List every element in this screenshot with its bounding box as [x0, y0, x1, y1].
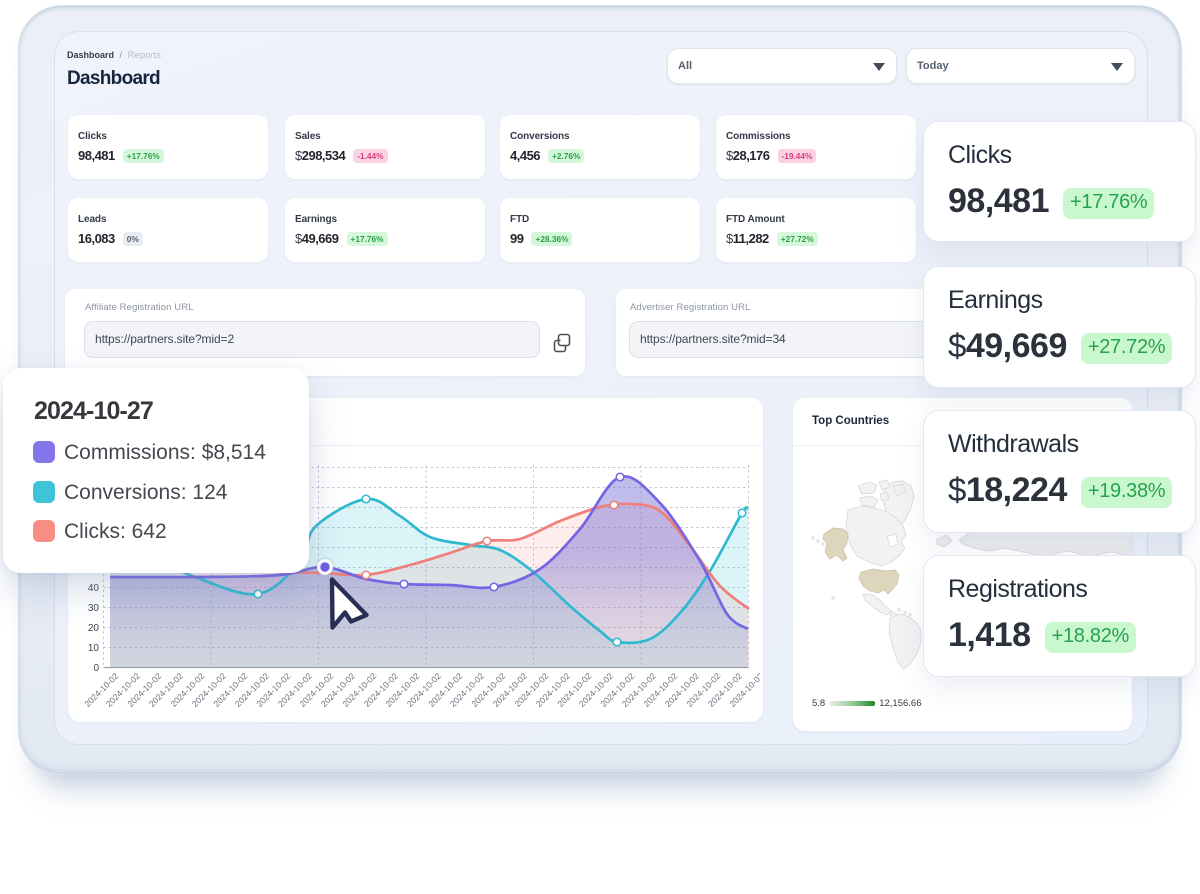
svg-text:30: 30 [88, 603, 100, 614]
svg-text:10: 10 [88, 643, 100, 654]
svg-text:0: 0 [93, 663, 99, 674]
svg-text:20: 20 [88, 623, 100, 634]
svg-text:40: 40 [88, 583, 100, 594]
